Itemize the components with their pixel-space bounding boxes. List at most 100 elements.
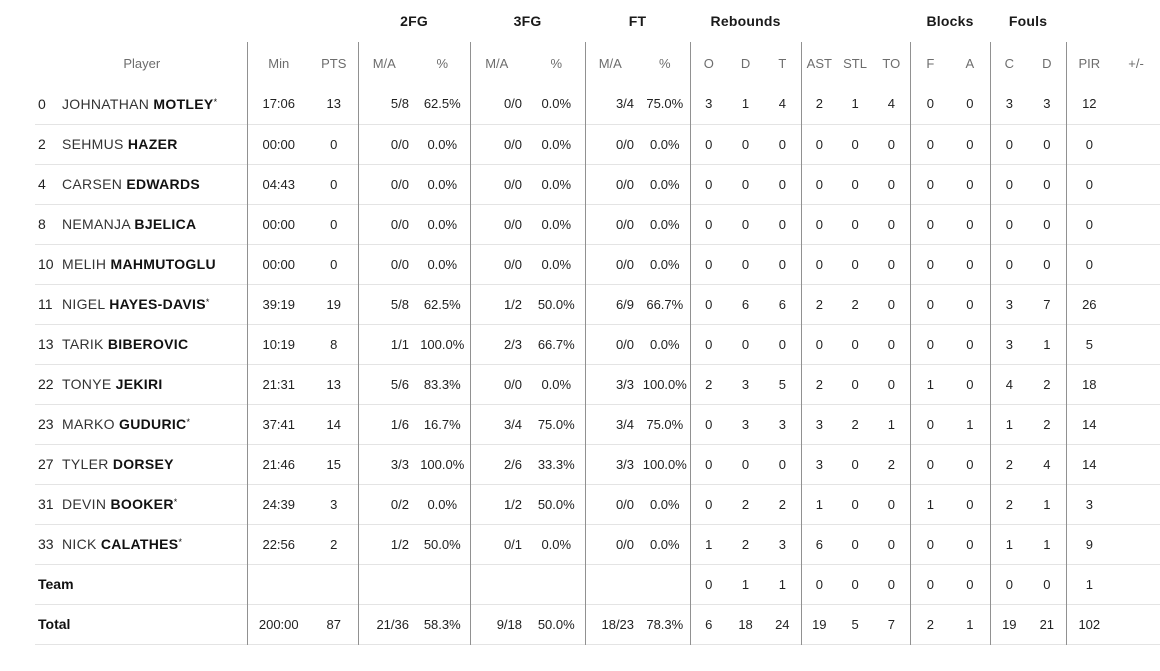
cell-foul-d: 1	[1043, 536, 1051, 552]
group-header-3fg: 3FG	[513, 13, 542, 29]
cell-foul-c: 0	[989, 244, 1029, 284]
cell-fg3-pct: 0.0%	[541, 536, 572, 552]
cell-foul-c: 3	[989, 84, 1029, 124]
player-number: 31	[38, 496, 54, 512]
cell-pts: 15	[326, 456, 341, 472]
cell-pts: 14	[326, 416, 341, 432]
cell-ft-ma: 0/0	[584, 124, 641, 164]
player-first-name: SEHMUS	[62, 136, 128, 152]
cell-ast: 0	[800, 324, 838, 364]
cell-to: 4	[887, 96, 895, 112]
player-cell: 2 SEHMUS HAZER	[35, 124, 247, 164]
cell-reb-t: 5	[778, 376, 786, 392]
cell-foul-c: 19	[989, 604, 1029, 644]
cell-min	[246, 564, 310, 604]
player-first-name: NICK	[62, 536, 101, 552]
cell-ast: 2	[800, 84, 838, 124]
cell-pts: 8	[330, 336, 338, 352]
cell-fg3-ma: 9/18	[469, 604, 529, 644]
cell-reb-o: 0	[689, 124, 728, 164]
player-number: 0	[38, 95, 46, 112]
column-header-blk-a: A	[965, 55, 975, 71]
cell-blk-a: 0	[966, 456, 974, 472]
cell-fg2-ma: 3/3	[357, 444, 415, 484]
cell-blk-a: 0	[966, 296, 974, 312]
cell-ast: 6	[800, 524, 838, 564]
cell-pm	[1112, 124, 1160, 164]
cell-reb-t: 3	[778, 536, 786, 552]
cell-min: 10:19	[246, 324, 310, 364]
cell-fg3-pct: 50.0%	[537, 496, 575, 512]
cell-pm	[1112, 164, 1160, 204]
cell-pir: 5	[1065, 324, 1113, 364]
cell-reb-o: 0	[689, 164, 728, 204]
cell-foul-d: 0	[1043, 576, 1051, 592]
cell-blk-f: 1	[909, 364, 951, 404]
cell-fg2-ma: 5/8	[357, 284, 415, 324]
cell-blk-f: 0	[909, 284, 951, 324]
cell-pir: 12	[1065, 84, 1113, 124]
cell-ast: 3	[800, 444, 838, 484]
cell-reb-d: 18	[738, 616, 753, 632]
cell-pm	[1112, 484, 1160, 524]
cell-ft-pct: 100.0%	[642, 376, 687, 392]
cell-pm	[1112, 604, 1160, 644]
cell-pir: 0	[1065, 204, 1113, 244]
cell-reb-t: 0	[778, 336, 786, 352]
cell-ast: 0	[800, 164, 838, 204]
cell-stl: 0	[851, 376, 859, 392]
cell-fg2-ma: 5/8	[357, 84, 415, 124]
cell-reb-o: 0	[689, 244, 728, 284]
cell-to: 0	[887, 256, 895, 272]
starter-asterisk: *	[173, 497, 178, 507]
cell-fg3-pct: 33.3%	[537, 456, 575, 472]
cell-pts: 3	[330, 496, 338, 512]
cell-blk-a: 0	[966, 576, 974, 592]
cell-to: 0	[887, 296, 895, 312]
cell-foul-c: 0	[989, 164, 1029, 204]
player-last-name: CALATHES	[100, 536, 179, 552]
cell-fg2-pct: 83.3%	[423, 376, 461, 392]
group-header-ft: FT	[628, 13, 647, 29]
column-header-ft-pct: %	[659, 55, 671, 71]
cell-pm	[1112, 524, 1160, 564]
table-row: 33 NICK CALATHES* 22:56 2 1/2 50.0% 0/1 0.0% 0/0…	[35, 524, 1160, 564]
cell-stl: 0	[851, 576, 859, 592]
column-header-2fg-ma: M/A	[357, 42, 415, 84]
cell-fg3-pct: 0.0%	[541, 216, 572, 232]
cell-pir: 0	[1065, 164, 1113, 204]
cell-stl: 0	[851, 136, 859, 152]
cell-fg2-ma: 1/6	[357, 404, 415, 444]
cell-min: 200:00	[246, 604, 310, 644]
cell-reb-d: 6	[741, 296, 750, 312]
cell-reb-o: 0	[689, 444, 728, 484]
cell-fg2-pct: 100.0%	[420, 336, 465, 352]
cell-fg2-pct: 100.0%	[420, 456, 465, 472]
player-cell: 0 JOHNATHAN MOTLEY*	[35, 84, 247, 124]
cell-ft-ma: 3/4	[584, 404, 641, 444]
cell-foul-c: 3	[989, 324, 1029, 364]
cell-fg2-pct: 0.0%	[427, 496, 458, 512]
cell-fg3-pct: 50.0%	[537, 616, 575, 632]
box-score-panel: 2FG 3FG FT Rebounds Blocks Fouls Player …	[35, 0, 1160, 645]
cell-reb-o: 6	[689, 604, 728, 644]
cell-to: 1	[887, 416, 895, 432]
column-header-pts: PTS	[321, 55, 347, 71]
cell-ast: 1	[800, 484, 838, 524]
cell-fg2-ma: 5/6	[357, 364, 415, 404]
cell-fg2-ma	[357, 564, 415, 604]
cell-stl: 1	[851, 96, 859, 112]
column-header-3fg-ma: M/A	[469, 42, 529, 84]
player-last-name: BJELICA	[134, 216, 197, 232]
cell-fg3-ma: 0/0	[469, 164, 529, 204]
cell-blk-a: 0	[966, 176, 974, 192]
box-score-table: 2FG 3FG FT Rebounds Blocks Fouls Player …	[35, 0, 1160, 645]
cell-ft-ma: 0/0	[584, 524, 641, 564]
cell-ft-pct: 0.0%	[649, 216, 680, 232]
cell-reb-d: 0	[741, 216, 750, 232]
cell-blk-f: 0	[909, 84, 951, 124]
cell-ft-ma: 18/23	[584, 604, 641, 644]
cell-foul-c: 2	[989, 484, 1029, 524]
table-row: Total 200:00 87 21/36 58.3% 9/18 50.0% 18/23 78.…	[35, 604, 1160, 644]
cell-pts: 0	[330, 256, 338, 272]
